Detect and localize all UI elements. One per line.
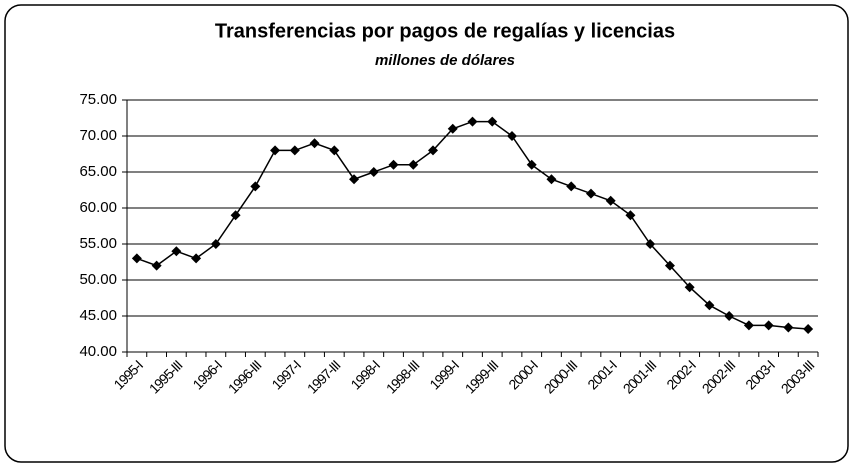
marker [447, 123, 458, 134]
marker [704, 300, 715, 311]
marker [131, 253, 142, 264]
y-tick-label: 70.00 [79, 127, 117, 144]
marker [605, 195, 616, 206]
y-tick-label: 75.00 [79, 91, 117, 108]
marker [585, 188, 596, 199]
marker [191, 253, 202, 264]
marker [546, 174, 557, 185]
marker [210, 239, 221, 249]
marker [664, 260, 675, 271]
y-tick-label: 60.00 [79, 199, 117, 216]
marker [803, 323, 814, 334]
marker [763, 320, 774, 331]
marker [684, 282, 695, 293]
y-tick-label: 50.00 [79, 271, 117, 288]
marker [526, 159, 537, 170]
chart-title: Transferencias por pagos de regalías y l… [215, 20, 675, 42]
marker [783, 322, 794, 333]
chart-subtitle: millones de dólares [375, 52, 515, 69]
marker [724, 311, 735, 321]
marker [171, 246, 182, 257]
marker [289, 145, 300, 156]
marker [388, 159, 399, 170]
y-tick-label: 40.00 [79, 343, 117, 360]
marker [506, 131, 517, 141]
marker [329, 145, 340, 156]
marker [467, 116, 478, 127]
marker [368, 167, 379, 177]
marker [151, 260, 162, 271]
marker [349, 174, 360, 185]
marker [408, 159, 419, 170]
marker [270, 145, 281, 156]
marker [230, 210, 241, 221]
marker [743, 320, 754, 331]
marker [645, 239, 656, 249]
marker [250, 181, 261, 192]
y-tick-label: 45.00 [79, 307, 117, 324]
chart-frame [4, 4, 849, 463]
marker [566, 181, 577, 192]
marker [428, 145, 439, 156]
marker [625, 210, 636, 221]
marker [487, 116, 498, 127]
marker [309, 138, 320, 149]
y-tick-label: 55.00 [79, 235, 117, 252]
y-tick-label: 65.00 [79, 163, 117, 180]
